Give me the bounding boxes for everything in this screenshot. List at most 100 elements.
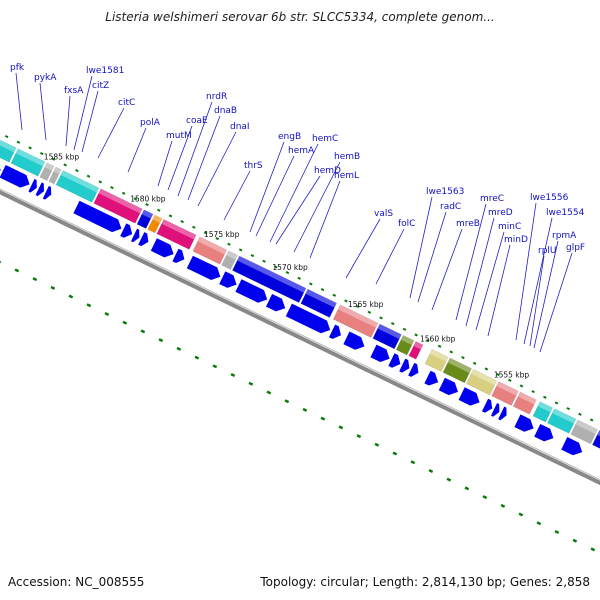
gc-dash <box>104 311 110 316</box>
gc-dash <box>266 390 272 395</box>
scale-label: 1580 kbp <box>130 194 166 203</box>
scale-tick <box>273 265 278 269</box>
scale-tick <box>449 350 454 354</box>
leader-line <box>223 170 251 221</box>
leader-line <box>487 244 511 337</box>
cog-gene-shine-14 <box>377 324 402 339</box>
scale-tick <box>297 276 301 280</box>
gene-label: mreD <box>488 208 513 218</box>
gc-dash <box>518 512 524 517</box>
gene-label: hemB <box>334 152 360 162</box>
cog-gene-25 <box>592 430 600 449</box>
gc-dash <box>194 355 200 360</box>
gene-arrow-1 <box>0 165 30 188</box>
leader-line <box>515 202 537 341</box>
gene-arrow-24 <box>458 387 480 406</box>
cog-gene-shine-8 <box>161 219 197 240</box>
scale-tick <box>39 152 44 156</box>
cog-gene-shine-4 <box>60 170 99 193</box>
gc-dash <box>572 538 578 543</box>
leader-line <box>475 231 505 331</box>
gc-dash <box>0 260 2 264</box>
cog-gene-shine-22 <box>537 401 553 413</box>
cog-gene-shine-7 <box>152 215 162 223</box>
gene-arrow-14 <box>266 294 286 312</box>
cog-gene-shine-15 <box>401 335 414 346</box>
scale-tick <box>414 333 418 337</box>
scale-label: 1565 kbp <box>348 300 384 309</box>
gene-label: glpF <box>566 243 585 253</box>
gene-arrow-30 <box>561 437 583 456</box>
gc-dash <box>176 346 182 351</box>
leader-line <box>187 115 221 201</box>
gene-arrow-0 <box>0 168 1 171</box>
scale-tick <box>402 327 407 331</box>
scale-tick <box>133 197 138 201</box>
scale-tick <box>285 271 290 275</box>
leader-line <box>269 143 319 243</box>
gene-label: lwe1563 <box>426 187 464 197</box>
gene-label: mreC <box>480 194 504 204</box>
gene-label: hemL <box>334 171 359 181</box>
genome-backbone <box>0 188 600 486</box>
cog-gene-1 <box>10 148 46 177</box>
cog-gene-20 <box>491 381 519 406</box>
gene-label: rplU <box>538 246 557 256</box>
gc-dash <box>86 303 92 308</box>
gc-dash <box>374 442 380 447</box>
cog-gene-shine-20 <box>496 381 519 396</box>
cog-gene-11 <box>232 255 307 303</box>
forward-gene-arrows <box>0 165 583 456</box>
scale-tick <box>75 169 79 173</box>
scale-tick <box>203 231 208 235</box>
gc-dash <box>482 495 488 500</box>
cog-gene-shine-9 <box>197 236 227 255</box>
cog-gene-17 <box>424 348 449 372</box>
leader-line <box>177 101 213 197</box>
scale-tick <box>16 140 21 144</box>
scale-tick <box>250 254 255 258</box>
gene-arrow-12 <box>219 271 237 288</box>
gene-label: hemC <box>312 134 338 144</box>
cog-gene-shine-2 <box>44 162 54 171</box>
leader-line <box>65 95 71 147</box>
cog-gene-9 <box>192 236 228 265</box>
leader-line <box>345 218 381 279</box>
gc-dash <box>140 329 146 334</box>
scale-label: 1555 kbp <box>494 371 530 380</box>
cog-gene-shine-3 <box>53 167 62 175</box>
scale-tick <box>110 186 114 190</box>
cog-gene-12 <box>300 288 337 318</box>
scale-tick <box>344 299 348 303</box>
map-title: Listeria welshimeri serovar 6b str. SLCC… <box>105 10 495 24</box>
scale-tick <box>320 288 325 292</box>
scale-tick <box>4 135 9 139</box>
cog-gene-shine-12 <box>305 289 337 308</box>
gene-arrow-23 <box>438 377 458 396</box>
cog-gene-16 <box>408 341 424 360</box>
leader-line <box>127 127 147 173</box>
cog-gene-shine-18 <box>447 358 472 373</box>
leader-line <box>39 82 47 141</box>
gene-label: valS <box>374 209 393 219</box>
cog-gene-0 <box>0 139 17 163</box>
cog-gene-4 <box>55 170 100 203</box>
cog-gene-shine-23 <box>552 408 576 424</box>
accession-text: Accession: NC_008555 <box>8 575 145 589</box>
gene-arrow-19 <box>388 353 401 368</box>
scale-tick <box>390 322 395 326</box>
gene-arrow-7 <box>131 228 140 243</box>
cog-gene-2 <box>39 162 55 181</box>
leader-line <box>97 107 125 159</box>
gene-label: pykA <box>34 73 57 83</box>
gene-arrow-16 <box>329 324 341 339</box>
gene-arrow-8 <box>138 232 149 247</box>
scale-tick <box>426 339 430 343</box>
gene-arrow-13 <box>235 279 268 303</box>
gc-dash <box>536 521 542 526</box>
gc-dash <box>230 373 236 378</box>
leader-line <box>167 125 193 191</box>
leader-line <box>409 196 433 299</box>
gene-arrow-25 <box>482 398 493 413</box>
